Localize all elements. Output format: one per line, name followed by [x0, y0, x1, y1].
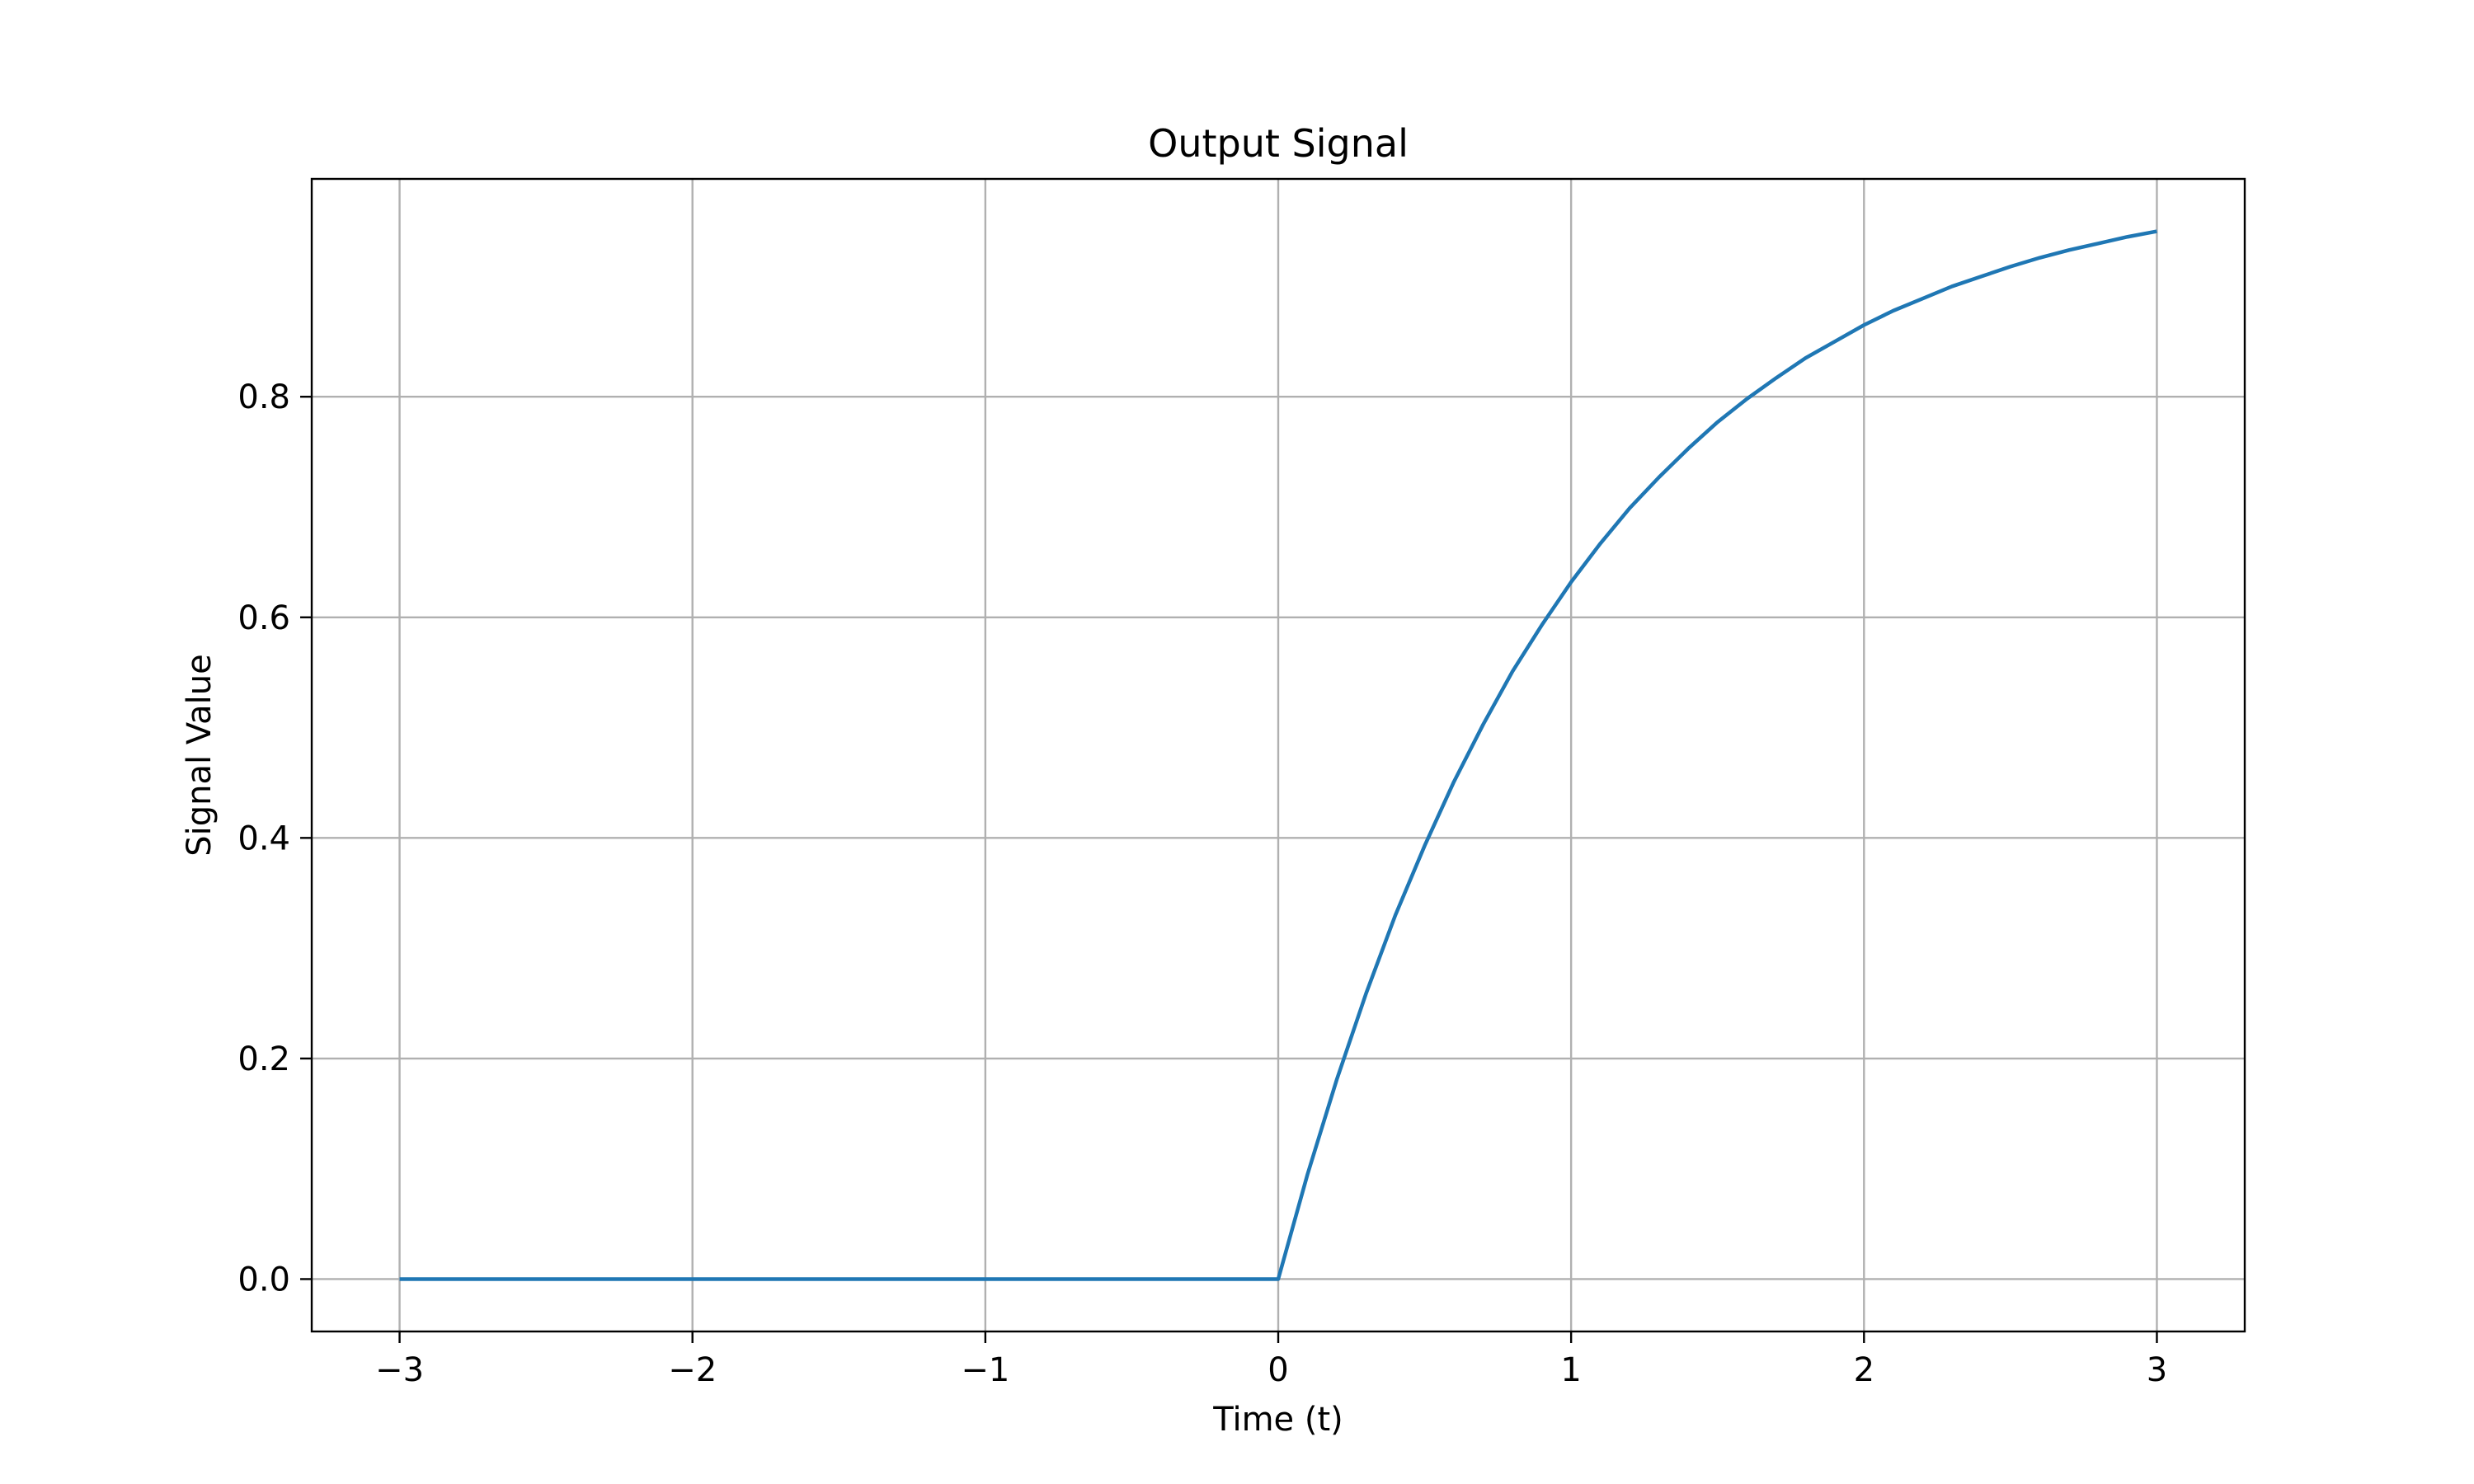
x-tick-label: 1	[1560, 1351, 1581, 1389]
x-tick-label: 2	[1854, 1351, 1874, 1389]
x-tick-label: 0	[1268, 1351, 1288, 1389]
y-tick-label: 0.0	[238, 1261, 290, 1298]
x-tick-label: −3	[375, 1351, 424, 1389]
y-tick-label: 0.8	[238, 378, 290, 416]
x-axis-label: Time (t)	[1212, 1401, 1343, 1439]
chart-title: Output Signal	[1148, 121, 1409, 166]
y-tick-label: 0.6	[238, 599, 290, 637]
axis-ticks: −3 −2 −1 0 1 2 3 0.0 0.2 0.4 0.6 0.8	[238, 378, 2167, 1389]
series-line-0	[399, 229, 2157, 1281]
grid	[312, 179, 2245, 1331]
series-layer	[399, 229, 2157, 1281]
x-tick-label: −1	[961, 1351, 1009, 1389]
x-tick-label: 3	[2147, 1351, 2167, 1389]
y-axis-label: Signal Value	[181, 654, 219, 856]
y-tick-label: 0.4	[238, 819, 290, 857]
y-tick-label: 0.2	[238, 1040, 290, 1078]
x-tick-label: −2	[668, 1351, 717, 1389]
